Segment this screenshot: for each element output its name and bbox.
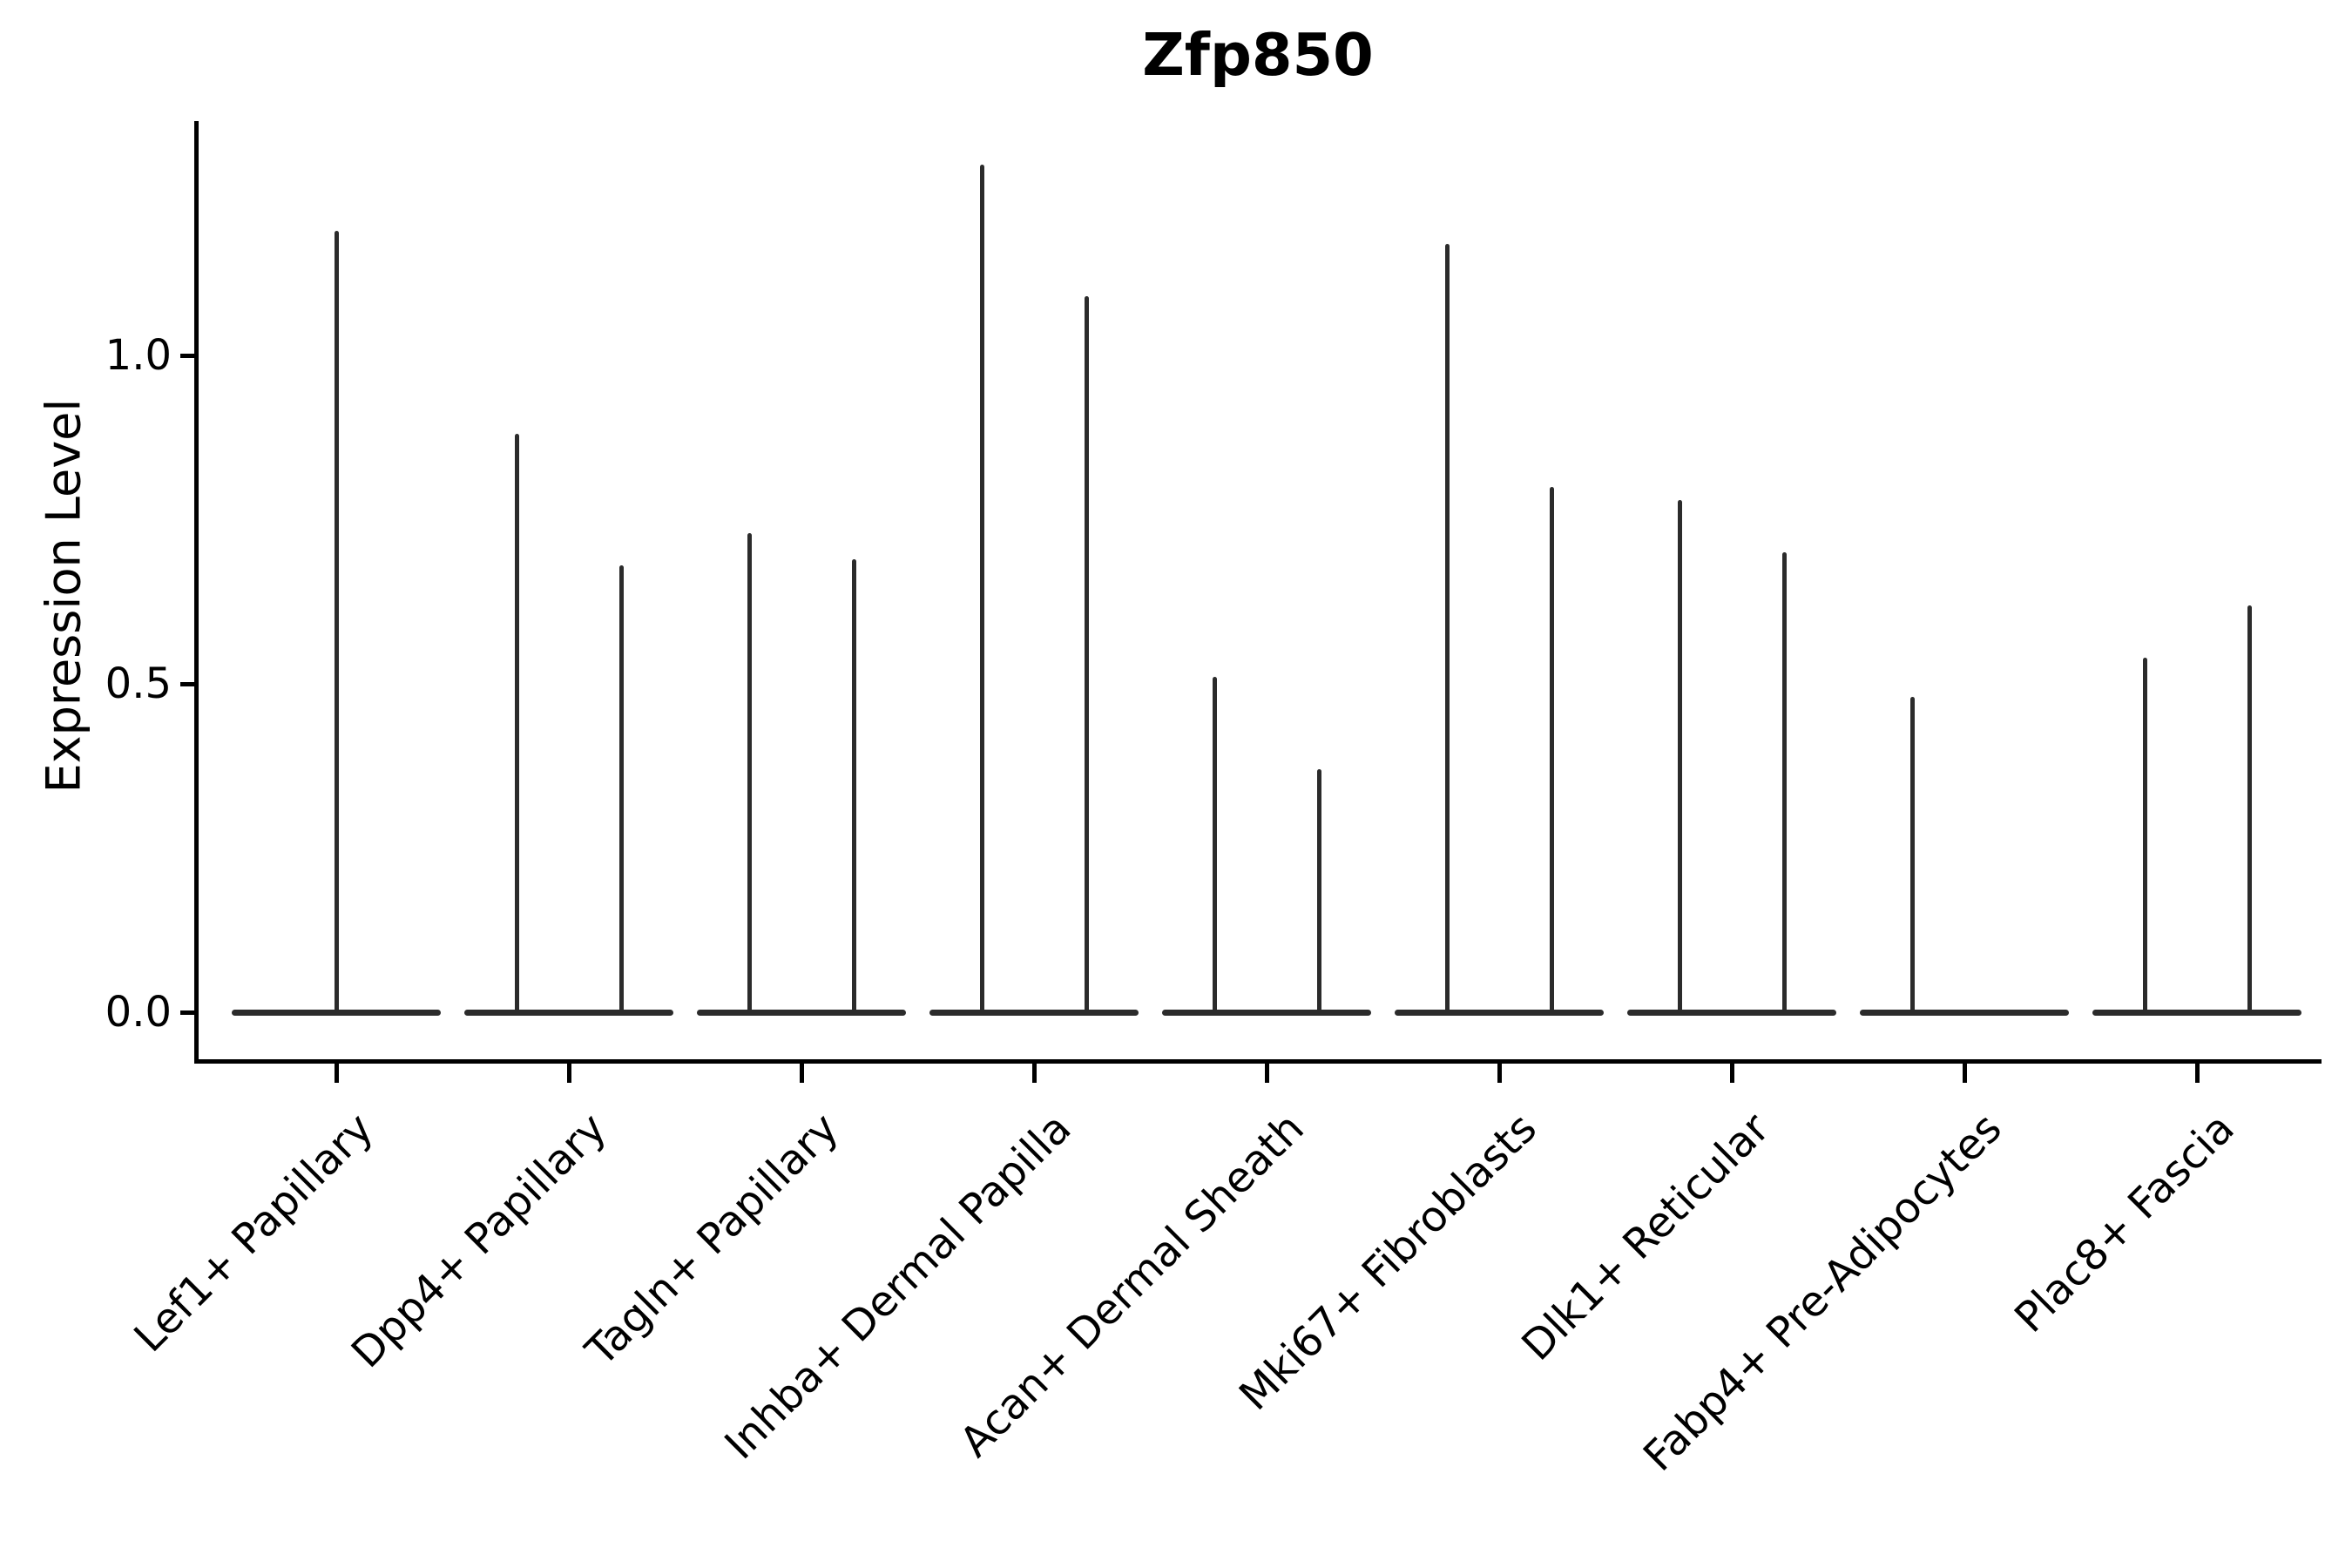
violin-spike — [2142, 657, 2147, 1012]
violin-spike — [334, 230, 339, 1012]
violin-baseline — [1395, 1009, 1604, 1016]
violin-spike — [851, 558, 856, 1012]
violin-baseline — [1627, 1009, 1836, 1016]
violin-spike — [1316, 769, 1321, 1012]
violin-baseline — [232, 1009, 441, 1016]
violin-spike — [747, 532, 752, 1012]
violin-spike — [979, 165, 984, 1012]
x-axis-category-label: Lef1+ Papillary — [125, 1104, 383, 1362]
x-axis-category-label: Dpp4+ Papillary — [341, 1104, 616, 1378]
violin-baseline — [464, 1009, 673, 1016]
x-tick — [799, 1064, 804, 1083]
violin-spike — [1212, 677, 1217, 1012]
y-tick-label: 0.0 — [105, 988, 172, 1037]
violin-spike — [1909, 697, 1915, 1012]
violin-baseline — [1162, 1009, 1371, 1016]
violin-spike — [1677, 499, 1682, 1012]
violin-spike — [1781, 552, 1787, 1012]
x-tick — [566, 1064, 571, 1083]
x-tick — [1264, 1064, 1269, 1083]
x-tick — [1962, 1064, 1967, 1083]
violin-baseline — [1860, 1009, 2069, 1016]
x-tick — [334, 1064, 339, 1083]
violin-baseline — [697, 1009, 906, 1016]
y-axis-spine — [194, 121, 199, 1064]
x-tick — [1497, 1064, 1502, 1083]
chart-title: Zfp850 — [1142, 21, 1374, 89]
violin-spike — [1084, 296, 1089, 1012]
violin-spike — [1444, 243, 1450, 1012]
x-axis-category-label: Plac8+ Fascia — [2005, 1104, 2244, 1342]
x-tick — [2194, 1064, 2200, 1083]
violin-spike — [618, 565, 624, 1012]
y-tick — [180, 1010, 194, 1015]
x-axis-category-label: Tagln+ Papillary — [577, 1104, 848, 1375]
x-tick — [1729, 1064, 1734, 1083]
y-tick-label: 1.0 — [105, 331, 172, 380]
y-axis-label: Expression Level — [36, 398, 91, 794]
y-tick-label: 0.5 — [105, 659, 172, 708]
violin-baseline — [929, 1009, 1139, 1016]
violin-spike — [514, 434, 519, 1012]
violin-spike — [2247, 605, 2252, 1012]
x-axis-spine — [194, 1059, 2322, 1064]
violin-spike — [1549, 486, 1554, 1012]
y-tick — [180, 681, 194, 686]
y-tick — [180, 353, 194, 358]
x-tick — [1031, 1064, 1037, 1083]
violin-baseline — [2092, 1009, 2301, 1016]
x-axis-category-label: Dlk1+ Reticular — [1512, 1104, 1779, 1370]
